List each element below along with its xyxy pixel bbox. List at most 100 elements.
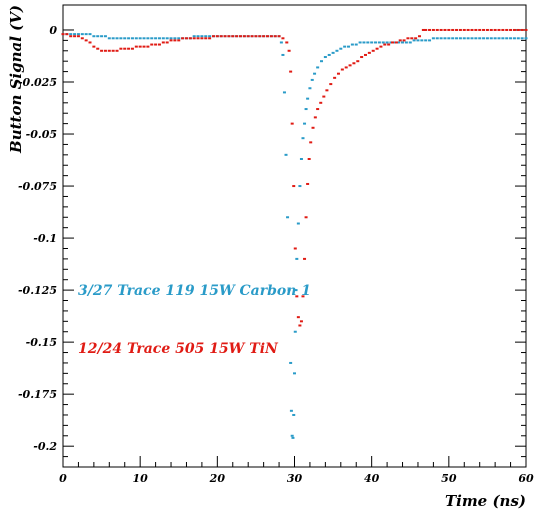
tin-data-point: [211, 35, 215, 38]
carbon-data-point: [313, 72, 317, 75]
tin-data-point: [262, 35, 266, 38]
tin-data-point: [298, 324, 302, 327]
carbon-data-point: [146, 37, 150, 40]
tin-data-point: [269, 35, 273, 38]
tin-data-point: [231, 35, 235, 38]
tin-data-point: [501, 28, 505, 31]
x-tick-label: 40: [364, 472, 380, 485]
tin-data-point: [150, 43, 154, 46]
carbon-data-point: [424, 39, 428, 42]
tin-data-point: [292, 185, 296, 188]
carbon-data-point: [505, 37, 509, 40]
y-tick-label: -0.175: [18, 388, 57, 401]
carbon-data-point: [100, 35, 104, 38]
carbon-data-point: [88, 33, 92, 36]
tick-labels: 0 10 20 30 40 50 60 0 -0.025 -0.05 -0.075 -0.1 -0.12…: [18, 24, 534, 485]
carbon-data-point: [478, 37, 482, 40]
carbon-data-point: [115, 37, 119, 40]
carbon-data-point: [96, 35, 100, 38]
tin-data-point: [299, 320, 303, 323]
carbon-data-point: [524, 37, 528, 40]
carbon-data-point: [169, 37, 173, 40]
tin-data-point: [154, 43, 158, 46]
tin-data-point: [192, 37, 196, 40]
carbon-data-point: [192, 35, 196, 38]
carbon-data-point: [331, 51, 335, 54]
tin-data-point: [127, 47, 131, 50]
tin-data-point: [313, 116, 317, 119]
tin-data-point: [414, 37, 418, 40]
carbon-data-point: [289, 361, 293, 364]
carbon-data-point: [130, 37, 134, 40]
tin-data-point: [208, 37, 212, 40]
y-tick-label: 0: [49, 24, 57, 37]
tin-data-point: [524, 28, 528, 31]
carbon-data-point: [282, 91, 286, 94]
carbon-data-point: [474, 37, 478, 40]
tin-data-point: [65, 33, 69, 36]
tin-data-point: [474, 28, 478, 31]
tin-data-point: [80, 37, 84, 40]
carbon-data-point: [295, 257, 299, 260]
tin-data-point: [325, 89, 329, 92]
tin-data-point: [319, 101, 323, 104]
carbon-data-point: [92, 35, 96, 38]
carbon-data-point: [316, 66, 320, 69]
y-tick-label: -0.05: [26, 128, 57, 141]
carbon-data-point: [154, 37, 158, 40]
carbon-data-point: [343, 45, 347, 48]
tin-data-point: [410, 37, 414, 40]
carbon-data-point: [366, 41, 370, 44]
carbon-data-point: [389, 41, 393, 44]
tin-data-point: [424, 28, 428, 31]
tin-data-point: [146, 45, 150, 48]
carbon-data-point: [439, 37, 443, 40]
carbon-data-point: [306, 97, 310, 100]
carbon-data-point: [370, 41, 374, 44]
tin-data-point: [238, 35, 242, 38]
carbon-data-point: [489, 37, 493, 40]
tin-data-point: [76, 35, 80, 38]
tin-data-point: [200, 37, 204, 40]
tin-data-point: [69, 35, 73, 38]
carbon-data-point: [161, 37, 165, 40]
x-tick-label: 20: [209, 472, 226, 485]
y-tick-label: -0.2: [33, 440, 57, 453]
tin-data-point: [107, 49, 111, 52]
carbon-data-point: [291, 436, 295, 439]
tin-data-point: [322, 95, 326, 98]
x-tick-label: 30: [287, 472, 303, 485]
tin-data-point: [348, 64, 352, 67]
tin-data-point: [505, 28, 509, 31]
carbon-data-point: [76, 33, 80, 36]
carbon-data-point: [298, 185, 302, 188]
tin-data-point: [489, 28, 493, 31]
tin-data-point: [336, 72, 340, 75]
carbon-data-point: [293, 372, 296, 375]
carbon-data-point: [127, 37, 131, 40]
x-tick-label: 60: [518, 472, 534, 485]
carbon-data-point: [339, 47, 343, 50]
carbon-data-point: [374, 41, 378, 44]
tin-data-point: [352, 62, 356, 65]
tin-data-point: [235, 35, 239, 38]
tin-data-point: [165, 41, 169, 44]
carbon-data-point: [428, 39, 432, 42]
tin-data-point: [295, 295, 299, 298]
tin-data-point: [344, 66, 348, 69]
carbon-data-point: [279, 41, 283, 44]
tin-data-point: [443, 28, 447, 31]
tin-data-point: [100, 49, 104, 52]
x-tick-label: 10: [133, 472, 149, 485]
carbon-data-point: [385, 41, 389, 44]
tin-data-point: [161, 41, 165, 44]
tin-data-point: [307, 158, 311, 160]
x-axis-title: Time (ns): [445, 492, 526, 510]
tin-data-point: [363, 53, 367, 56]
carbon-data-point: [292, 413, 296, 416]
carbon-data-point: [204, 35, 208, 38]
carbon-data-point: [455, 37, 459, 40]
carbon-data-point: [134, 37, 138, 40]
tin-data-point: [418, 35, 422, 38]
tin-data-point: [61, 33, 65, 36]
